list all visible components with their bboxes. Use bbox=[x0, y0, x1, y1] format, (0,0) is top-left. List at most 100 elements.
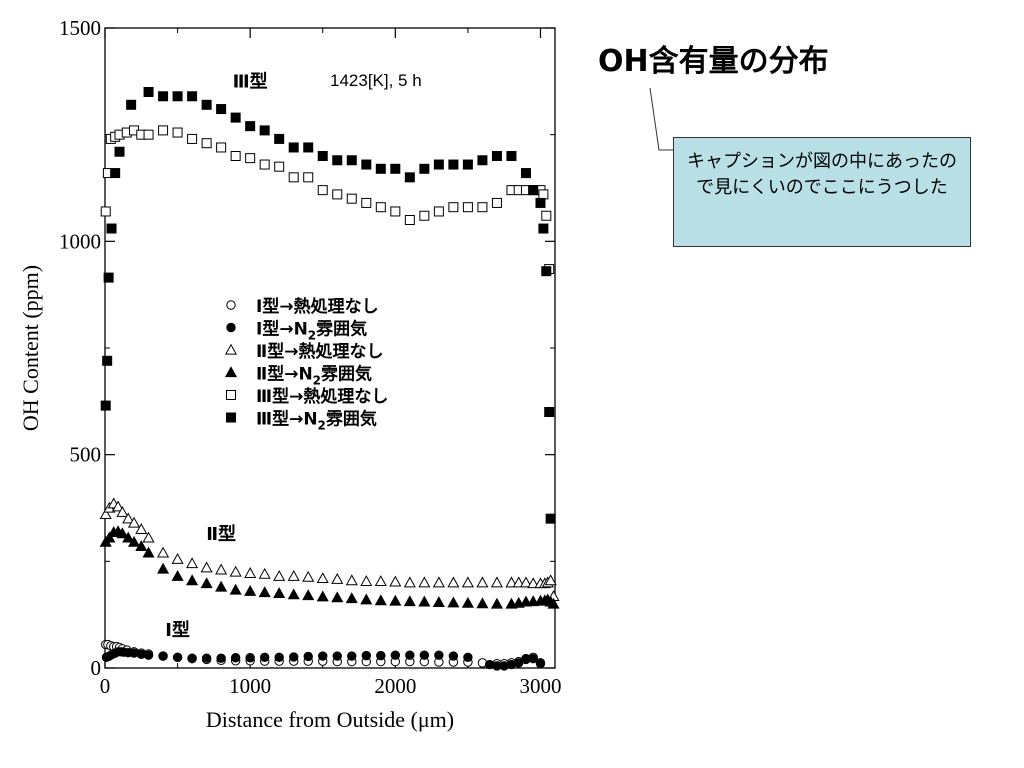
data-point bbox=[103, 531, 116, 543]
legend-marker bbox=[224, 366, 238, 378]
data-point bbox=[288, 142, 299, 153]
data-point bbox=[317, 151, 328, 161]
data-point bbox=[316, 590, 329, 602]
data-point bbox=[433, 159, 444, 170]
data-point bbox=[375, 202, 386, 213]
data-point bbox=[390, 163, 401, 174]
data-point bbox=[143, 87, 154, 97]
condition-label: 1423[K], 5 h bbox=[330, 71, 422, 90]
data-point bbox=[331, 591, 344, 603]
legend-marker bbox=[226, 300, 236, 310]
data-point bbox=[244, 567, 257, 578]
data-point bbox=[186, 574, 199, 586]
data-point bbox=[116, 506, 129, 517]
data-point bbox=[434, 650, 444, 660]
data-point bbox=[476, 597, 489, 609]
data-point bbox=[143, 650, 154, 660]
data-point bbox=[528, 653, 538, 664]
data-point bbox=[229, 565, 242, 577]
data-point bbox=[215, 580, 228, 592]
data-point bbox=[245, 153, 256, 164]
data-point bbox=[106, 223, 117, 234]
legend-marker bbox=[226, 322, 236, 333]
data-point bbox=[127, 516, 141, 528]
data-point bbox=[419, 650, 430, 660]
data-point bbox=[287, 570, 300, 581]
data-point bbox=[403, 576, 416, 588]
y-tick-label: 1000 bbox=[59, 229, 101, 253]
data-point bbox=[230, 112, 241, 123]
data-point bbox=[302, 570, 315, 582]
data-markers bbox=[99, 87, 560, 671]
data-point bbox=[547, 597, 560, 609]
data-point bbox=[273, 587, 286, 598]
data-point bbox=[172, 652, 183, 663]
data-point bbox=[528, 185, 539, 196]
data-point bbox=[122, 512, 135, 524]
data-point bbox=[135, 540, 148, 552]
data-point bbox=[216, 142, 227, 153]
data-point bbox=[273, 570, 286, 581]
data-point bbox=[447, 596, 460, 608]
data-point bbox=[332, 651, 342, 661]
data-point bbox=[245, 653, 255, 663]
data-point bbox=[258, 567, 271, 579]
data-point bbox=[462, 159, 473, 170]
data-point bbox=[274, 161, 285, 172]
data-point bbox=[505, 576, 518, 588]
data-point bbox=[538, 223, 549, 234]
data-point bbox=[200, 577, 213, 589]
data-point bbox=[538, 189, 549, 200]
data-point bbox=[361, 159, 372, 170]
x-tick-labels: 0 1000 2000 3000 bbox=[100, 674, 562, 698]
data-point bbox=[259, 125, 270, 136]
data-point bbox=[448, 651, 459, 661]
legend-label: Ⅱ型→熱処理なし bbox=[256, 341, 383, 362]
data-point bbox=[332, 155, 343, 166]
data-point bbox=[490, 576, 503, 588]
data-point bbox=[332, 189, 343, 200]
data-point bbox=[375, 163, 386, 174]
slide-title: OH含有量の分布 bbox=[598, 44, 829, 79]
data-point bbox=[477, 155, 488, 166]
legend-marker bbox=[224, 343, 238, 355]
legend-item: Ⅱ型→熱処理なし bbox=[224, 341, 383, 362]
data-point bbox=[186, 557, 199, 569]
data-point bbox=[100, 400, 111, 411]
data-point bbox=[448, 202, 459, 213]
data-point bbox=[230, 653, 241, 663]
y-tick-label: 0 bbox=[91, 656, 102, 680]
data-point bbox=[103, 272, 114, 283]
data-point bbox=[259, 159, 270, 170]
x-tick-label: 2000 bbox=[374, 674, 416, 698]
y-tick-label: 500 bbox=[70, 443, 102, 467]
data-point bbox=[112, 500, 125, 512]
data-point bbox=[99, 508, 112, 520]
data-point bbox=[245, 121, 256, 132]
data-point bbox=[187, 653, 197, 663]
data-point bbox=[303, 651, 313, 662]
legend-label: Ⅲ型→熱処理なし bbox=[256, 386, 388, 407]
data-point bbox=[230, 151, 241, 161]
callout-pointer-line bbox=[649, 87, 673, 151]
data-point bbox=[418, 595, 431, 607]
data-point bbox=[390, 206, 401, 217]
data-point bbox=[347, 651, 357, 661]
data-point bbox=[331, 573, 344, 584]
data-point bbox=[158, 651, 168, 661]
data-point bbox=[127, 535, 141, 547]
data-point bbox=[157, 546, 170, 558]
data-point bbox=[142, 531, 155, 543]
data-point bbox=[374, 594, 387, 606]
y-tick-labels: 0 500 1000 1500 bbox=[59, 16, 101, 680]
x-tick-label: 0 bbox=[100, 674, 111, 698]
legend-marker bbox=[226, 390, 236, 400]
data-point bbox=[463, 652, 473, 663]
data-point bbox=[491, 197, 502, 208]
y-tick-label: 1500 bbox=[59, 16, 101, 40]
data-point bbox=[102, 355, 113, 366]
data-point bbox=[316, 572, 329, 584]
data-point bbox=[318, 651, 328, 661]
data-point bbox=[476, 576, 489, 588]
data-point bbox=[100, 206, 111, 217]
